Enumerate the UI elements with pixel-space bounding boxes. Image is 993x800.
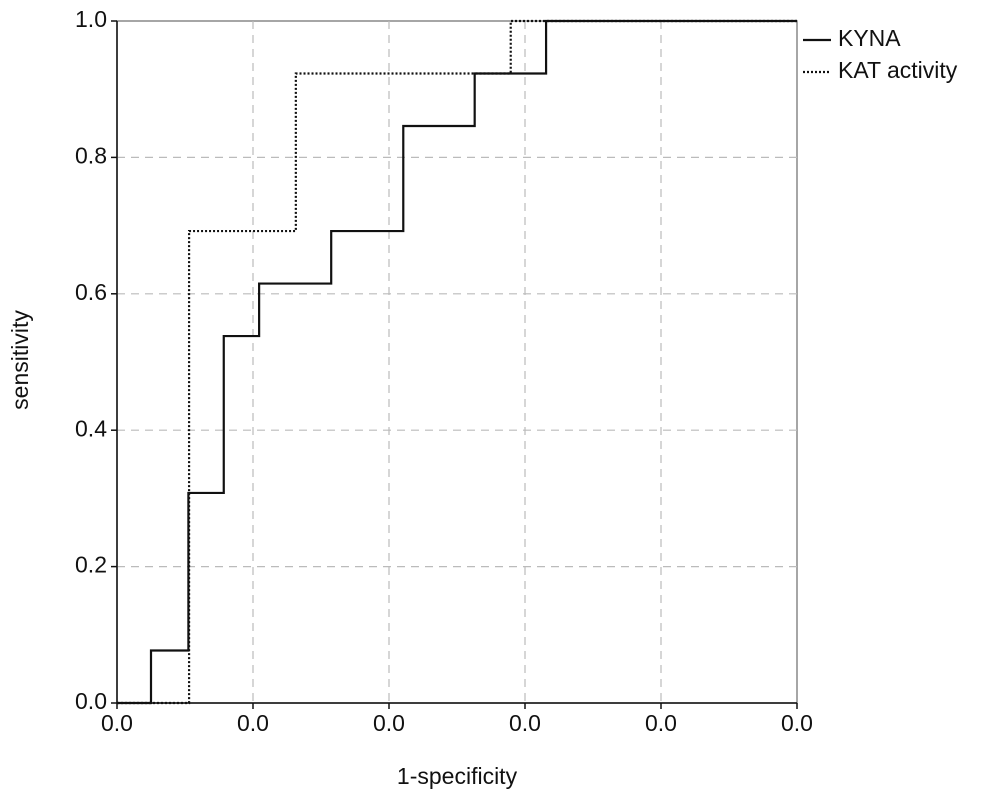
plot-frame — [116, 20, 798, 704]
y-axis-label: sensitivity — [7, 310, 33, 410]
x-tick-label: 0.0 — [101, 710, 133, 736]
y-tick-label: 0.2 — [75, 552, 107, 578]
y-tick-label: 1.0 — [75, 6, 107, 32]
x-tick-label: 0.0 — [645, 710, 677, 736]
roc-line — [117, 19, 797, 705]
x-tick-label: 0.0 — [781, 710, 813, 736]
y-tick-label: 0.8 — [75, 142, 107, 168]
x-tick-label: 0.0 — [373, 710, 405, 736]
y-tick-label: 0.0 — [75, 688, 107, 714]
legend-label: KYNA — [838, 25, 901, 51]
y-tick-label: 0.4 — [75, 415, 107, 441]
y-tick-label: 0.6 — [75, 279, 107, 305]
roc-line — [117, 19, 797, 705]
x-axis-label: 1-specificity — [397, 763, 518, 789]
x-tick-label: 0.0 — [237, 710, 269, 736]
x-tick-label: 0.0 — [509, 710, 541, 736]
legend-label: KAT activity — [838, 57, 958, 83]
